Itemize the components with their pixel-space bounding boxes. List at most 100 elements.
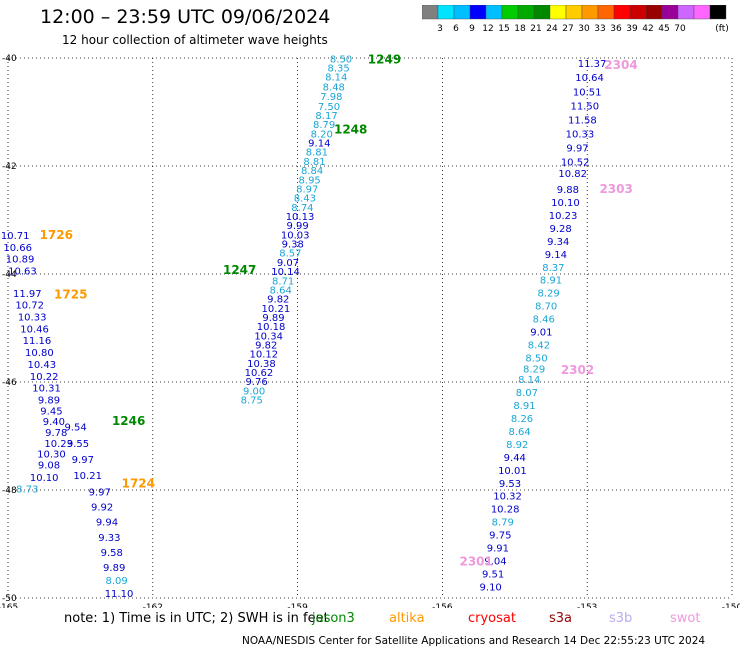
wave-height-value: 10.43 [27, 360, 56, 371]
wave-height-value: 8.42 [528, 341, 550, 352]
wave-height-value: 11.16 [23, 336, 52, 347]
wave-height-value: 8.73 [16, 485, 38, 496]
mission-legend-item: jason3 [312, 611, 355, 626]
wave-height-value: 9.76 [245, 377, 267, 388]
pass-number-label: 2303 [599, 182, 632, 196]
wave-height-value: 10.13 [286, 212, 315, 223]
wave-height-value: 8.14 [325, 73, 347, 84]
wave-height-value: 9.14 [308, 139, 330, 150]
lon-tick-label: -153 [577, 603, 597, 608]
track-1249-1246: 8.508.358.148.487.987.508.178.798.209.14… [241, 54, 353, 406]
wave-height-value: 8.29 [523, 364, 545, 375]
pass-number-label: 1246 [112, 414, 145, 428]
wave-height-value: 8.57 [279, 249, 301, 260]
mission-legend-item: cryosat [468, 611, 516, 626]
wave-height-value: 10.30 [37, 450, 66, 461]
color-scale-tick: 39 [626, 24, 638, 33]
wave-height-value: 9.55 [67, 439, 89, 450]
wave-height-value: 8.35 [327, 64, 349, 75]
mission-legend-item: swot [670, 611, 701, 626]
wave-height-value: 9.54 [64, 423, 86, 434]
wave-height-value: 11.10 [105, 589, 134, 600]
wave-height-value: 8.74 [291, 203, 313, 214]
wave-height-value: 9.94 [96, 518, 118, 529]
track-2304-2301: 11.3710.6410.5111.5011.5810.339.9710.521… [480, 59, 607, 593]
wave-height-value: 9.44 [504, 453, 526, 464]
wave-height-value: 9.91 [487, 544, 509, 555]
color-scale-tick: 27 [562, 24, 573, 33]
wave-height-value: 9.92 [91, 503, 113, 514]
color-scale-unit: (ft) [715, 24, 728, 33]
lon-tick-label: -159 [287, 603, 308, 608]
wave-height-value: 10.21 [73, 471, 102, 482]
color-scale-legend: 3 6 9 12 15 18 21 24 27 30 33 36 39 42 45 70 (ft) [422, 5, 728, 33]
wave-height-value: 8.70 [535, 302, 557, 313]
wave-height-value: 9.08 [38, 460, 60, 471]
wave-height-value: 7.98 [320, 92, 342, 103]
color-scale-tick: 24 [546, 24, 558, 33]
color-scale-tick: 70 [674, 24, 686, 33]
wave-height-value: 9.33 [98, 533, 120, 544]
wave-height-value: 9.97 [89, 487, 111, 498]
wave-height-value: 10.01 [498, 466, 527, 477]
wave-height-value: 10.51 [573, 87, 602, 98]
wave-height-value: 8.29 [537, 289, 559, 300]
lat-tick-label: -50 [2, 594, 17, 604]
wave-height-value: 8.95 [299, 175, 321, 186]
wave-height-value: 9.89 [262, 313, 284, 324]
wave-height-value: 8.26 [511, 414, 533, 425]
wave-height-value: 10.64 [575, 73, 604, 84]
wave-height-value: 9.53 [499, 479, 521, 490]
wave-height-value: 10.82 [558, 169, 587, 180]
wave-height-value: 10.80 [25, 348, 54, 359]
wave-height-value: 10.34 [254, 331, 283, 342]
wave-height-value: 9.58 [101, 548, 123, 559]
lat-tick-label: -42 [2, 162, 17, 172]
wave-height-value: 8.64 [270, 285, 292, 296]
color-scale-tick: 15 [498, 24, 509, 33]
lon-tick-label: -162 [143, 603, 163, 608]
wave-height-value: 10.38 [247, 359, 276, 370]
wave-height-value: 9.28 [550, 224, 572, 235]
pass-number-label: 2302 [561, 363, 594, 377]
wave-height-value: 10.89 [6, 255, 35, 266]
wave-height-value: 10.10 [30, 473, 59, 484]
wave-height-value: 10.72 [15, 301, 44, 312]
wave-height-value: 8.14 [518, 375, 540, 386]
mission-legend-item: s3a [549, 611, 573, 626]
wave-height-value: 10.32 [493, 492, 522, 503]
wave-height-value: 9.97 [566, 143, 588, 154]
wave-height-value: 8.20 [311, 129, 333, 140]
wave-height-value: 8.79 [492, 518, 514, 529]
wave-height-value: 8.97 [296, 184, 318, 195]
wave-height-value: 10.31 [32, 384, 61, 395]
color-scale-tick: 6 [453, 24, 459, 33]
wave-height-value: 8.09 [105, 576, 127, 587]
wave-height-value: 11.50 [570, 101, 599, 112]
wave-height-value: 10.21 [262, 304, 291, 315]
color-scale-tick: 21 [530, 24, 541, 33]
color-scale-tick: 18 [514, 24, 526, 33]
pass-number-label: 2301 [459, 555, 492, 569]
wave-height-value: 8.81 [306, 148, 328, 159]
lat-tick-label: -48 [2, 486, 17, 496]
pass-number-label: 2304 [604, 58, 637, 72]
wave-height-value: 10.22 [30, 372, 59, 383]
pass-number-label: 1249 [368, 52, 401, 66]
color-scale-tick: 3 [437, 24, 443, 33]
wave-height-value: 8.81 [303, 157, 325, 168]
wave-height-value: 8.64 [508, 427, 530, 438]
wave-height-value: 10.03 [281, 230, 310, 241]
wave-height-value: 9.38 [282, 240, 304, 251]
wave-height-value: 10.66 [3, 243, 32, 254]
wave-height-value: 11.97 [13, 289, 42, 300]
page-title: 12:00 – 23:59 UTC 09/06/2024 [40, 6, 331, 28]
wave-height-value: 9.89 [103, 563, 125, 574]
wave-height-value: 8.91 [513, 401, 535, 412]
wave-height-value: 10.33 [566, 129, 595, 140]
wave-height-value: 9.97 [72, 455, 94, 466]
lat-tick-label: -44 [2, 270, 17, 280]
wave-height-value: 8.50 [525, 353, 547, 364]
lat-tick-label: -40 [2, 54, 17, 64]
wave-height-value: 10.52 [561, 157, 590, 168]
